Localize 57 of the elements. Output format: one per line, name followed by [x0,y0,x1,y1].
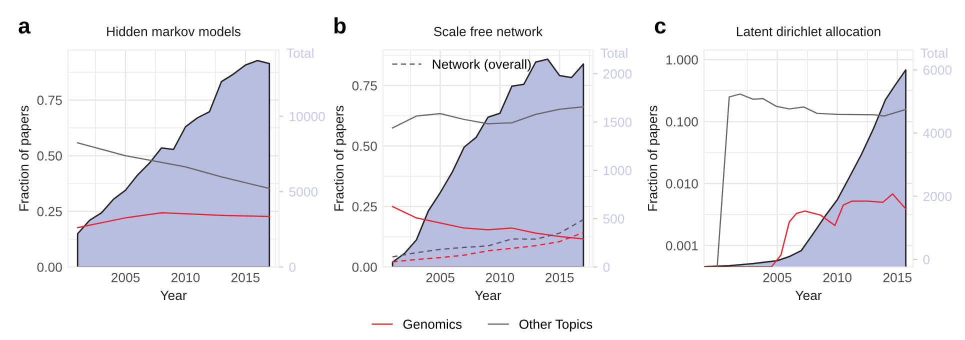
chart-title: Hidden markov models [107,26,240,36]
y2-tick-label: 1000 [604,166,632,176]
y-tick-label: 0.00 [37,262,62,272]
x-tick-label: 2005 [763,272,792,282]
y2-tick-label: 0 [923,254,930,264]
y-tick-label: 0.00 [352,262,377,272]
y2-axis-title: Total [286,48,314,58]
line-series [704,193,906,267]
chart-title: Latent dirichlet allocation [736,26,880,36]
x-axis-title: Year [160,290,187,300]
line-series [716,93,906,267]
x-tick-label: 2005 [426,272,454,282]
y-tick-label: 0.75 [352,81,377,90]
y-tick-label: 0.50 [37,151,62,161]
y-axis-title: Fraction of papers [334,106,346,211]
x-axis-title: Year [795,290,822,300]
chart-title: Scale free network [434,26,543,36]
x-tick-label: 2015 [231,272,260,282]
x-tick-label: 2015 [546,272,574,282]
legend-label: Other Topics [519,319,592,332]
text: a [18,21,31,34]
y-axis-title: Fraction of papers [18,106,32,211]
y2-tick-label: 500 [603,214,624,224]
y2-axis-title: Total [920,48,948,58]
y2-tick-label: 2000 [923,192,952,202]
y-tick-label: 0.001 [666,241,698,250]
y2-tick-label: 10000 [290,112,325,122]
y-tick-label: 0.25 [37,206,62,216]
legend-label: Genomics [403,319,462,329]
y2-tick-label: 0 [603,262,610,272]
y-tick-label: 0.25 [352,202,377,212]
text: b [334,17,346,34]
y2-tick-label: 4000 [923,128,952,138]
x-tick-label: 2010 [823,272,852,282]
line-series [392,218,584,258]
x-tick-label: 2005 [112,272,140,282]
y2-tick-label: 6000 [923,65,952,75]
y2-tick-label: 5000 [289,187,318,197]
text: c [654,21,666,34]
x-tick-label: 2010 [171,272,200,282]
line-series [76,212,270,228]
y-tick-label: 0.100 [666,117,698,126]
line-series [76,142,270,190]
y2-tick-label: 0 [289,262,296,272]
y-tick-label: 0.010 [666,179,698,188]
y2-axis-title: Total [600,48,628,58]
y2-tick-label: 1500 [604,118,632,127]
y2-tick-label: 2000 [603,69,632,79]
y-tick-label: 0.50 [352,142,377,151]
x-axis-title: Year [474,290,502,300]
legend-label: Network (overall) [432,59,531,72]
x-tick-label: 2015 [883,272,912,282]
y-tick-label: 0.75 [37,96,62,105]
y-axis-title: Fraction of papers [648,106,660,211]
y-tick-label: 1.000 [666,55,698,65]
x-tick-label: 2010 [486,272,514,282]
line-series [392,106,584,129]
